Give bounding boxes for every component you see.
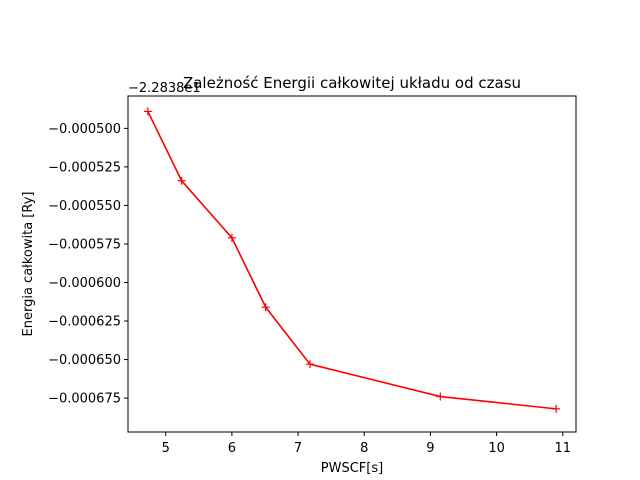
y-tick-label: −0.000575: [48, 237, 121, 252]
x-tick-label: 9: [426, 441, 434, 456]
data-point-marker: [305, 360, 314, 369]
data-point-marker: [261, 303, 270, 312]
y-tick-label: −0.000625: [48, 315, 121, 330]
plot-area: [128, 96, 576, 432]
x-axis-label: PWSCF[s]: [321, 461, 383, 476]
data-point-marker: [436, 392, 445, 401]
data-point-marker: [143, 107, 152, 116]
chart-title: Zależność Energii całkowitej układu od c…: [183, 74, 521, 92]
y-tick-label: −0.000550: [48, 199, 121, 214]
y-tick-label: −0.000650: [48, 353, 121, 368]
x-tick-label: 10: [488, 441, 505, 456]
y-axis-label: Energia całkowita [Ry]: [21, 192, 36, 337]
data-point-marker: [177, 176, 186, 185]
data-point-marker: [227, 233, 236, 242]
x-tick-label: 5: [162, 441, 170, 456]
y-tick-label: −0.000600: [48, 276, 121, 291]
plot-frame: [127, 95, 577, 433]
x-tick-label: 11: [554, 441, 571, 456]
y-tick-label: −0.000525: [48, 160, 121, 175]
x-tick-label: 7: [294, 441, 302, 456]
y-axis-ticks: −0.000500 −0.000525 −0.000550 −0.000575 −0.0…: [48, 122, 128, 407]
series-layer: [143, 107, 561, 413]
x-tick-label: 8: [360, 441, 368, 456]
y-tick-label: −0.000500: [48, 122, 121, 137]
x-axis-ticks: 5 6 7 8 9 10 11: [162, 432, 571, 456]
data-point-marker: [552, 404, 561, 413]
x-tick-label: 6: [228, 441, 236, 456]
y-tick-label: −0.000675: [48, 392, 121, 407]
y-axis-offset-label: −2.2838e1: [128, 81, 201, 96]
